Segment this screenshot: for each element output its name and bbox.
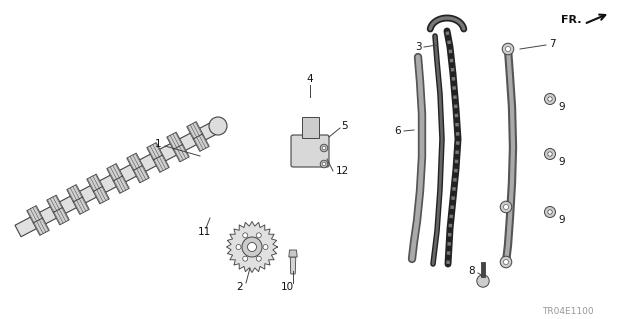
Circle shape (209, 117, 227, 135)
Polygon shape (86, 174, 103, 191)
Polygon shape (147, 143, 163, 160)
Polygon shape (290, 257, 296, 274)
Text: 12: 12 (335, 166, 349, 176)
Circle shape (548, 152, 552, 156)
FancyBboxPatch shape (291, 135, 329, 167)
Polygon shape (27, 205, 43, 223)
Text: 1: 1 (155, 139, 161, 149)
Polygon shape (173, 145, 189, 162)
Text: 7: 7 (548, 39, 556, 49)
Circle shape (242, 237, 262, 257)
Polygon shape (166, 132, 183, 150)
Circle shape (506, 47, 511, 51)
Polygon shape (15, 120, 221, 237)
Circle shape (548, 97, 552, 101)
Polygon shape (93, 187, 109, 204)
Circle shape (248, 242, 257, 251)
Polygon shape (33, 218, 49, 235)
Text: 11: 11 (197, 227, 211, 237)
Circle shape (545, 93, 556, 105)
Polygon shape (47, 195, 63, 212)
Circle shape (504, 204, 509, 210)
Text: FR.: FR. (561, 15, 581, 25)
Text: 10: 10 (280, 282, 294, 292)
Text: 5: 5 (340, 121, 348, 131)
Circle shape (256, 233, 261, 238)
Text: 4: 4 (307, 74, 314, 84)
Circle shape (320, 144, 328, 152)
Circle shape (545, 149, 556, 160)
Circle shape (322, 162, 326, 166)
FancyBboxPatch shape (301, 117, 319, 138)
Circle shape (545, 206, 556, 218)
Circle shape (243, 256, 248, 261)
Polygon shape (153, 155, 170, 172)
Circle shape (236, 244, 241, 249)
Circle shape (322, 146, 326, 150)
Circle shape (256, 256, 261, 261)
Polygon shape (133, 166, 149, 183)
Circle shape (263, 244, 268, 249)
Text: 6: 6 (395, 126, 401, 136)
Circle shape (320, 160, 328, 168)
Text: 9: 9 (559, 157, 565, 167)
Circle shape (500, 256, 512, 268)
Polygon shape (127, 153, 143, 171)
Circle shape (502, 43, 514, 55)
Text: 9: 9 (559, 215, 565, 225)
Polygon shape (289, 250, 297, 257)
Circle shape (243, 233, 248, 238)
Polygon shape (53, 207, 69, 225)
Text: 8: 8 (468, 266, 476, 276)
Text: 9: 9 (559, 102, 565, 112)
Text: TR04E1100: TR04E1100 (542, 308, 594, 316)
Polygon shape (67, 185, 83, 202)
Text: 2: 2 (237, 282, 243, 292)
Text: 3: 3 (415, 42, 421, 52)
Circle shape (548, 210, 552, 214)
Circle shape (477, 275, 489, 287)
Circle shape (500, 201, 512, 213)
Polygon shape (113, 176, 129, 193)
Polygon shape (187, 122, 203, 139)
Circle shape (504, 259, 509, 264)
Polygon shape (227, 221, 278, 272)
Polygon shape (107, 164, 123, 181)
Polygon shape (193, 134, 209, 152)
Polygon shape (73, 197, 90, 214)
